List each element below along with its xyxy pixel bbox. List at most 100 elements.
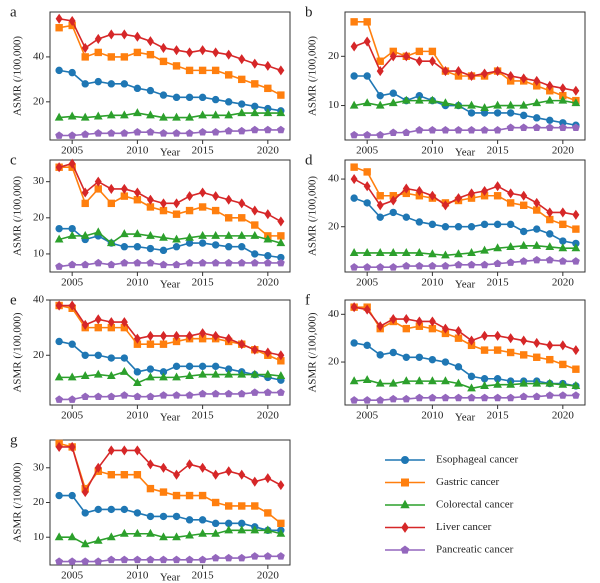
data-point (441, 250, 450, 259)
x-tick-label: 2005 (61, 145, 84, 157)
data-point (546, 80, 554, 91)
data-point (159, 112, 168, 121)
data-point (389, 195, 397, 206)
data-point (68, 395, 77, 403)
data-point (376, 213, 384, 221)
data-point (68, 68, 76, 77)
data-point (133, 509, 142, 517)
data-point (389, 314, 397, 325)
data-point (428, 316, 436, 327)
data-point (133, 84, 142, 93)
data-point (185, 516, 194, 524)
data-point (349, 376, 359, 385)
data-point (94, 323, 102, 332)
data-point (519, 240, 529, 249)
data-point (159, 246, 168, 255)
data-point (402, 261, 411, 270)
series-line (59, 555, 281, 563)
data-point (185, 66, 194, 75)
data-point (454, 363, 463, 371)
data-point (251, 205, 259, 216)
data-point (80, 112, 90, 121)
data-point (402, 324, 411, 333)
data-point (54, 234, 64, 243)
data-point (349, 100, 359, 109)
y-tick-label: 20 (328, 356, 340, 368)
data-point (198, 555, 207, 564)
series-line (59, 446, 282, 495)
data-point (133, 378, 142, 386)
data-point (467, 383, 476, 392)
legend-marker (401, 456, 409, 464)
data-point (533, 75, 541, 86)
data-point (467, 223, 476, 231)
data-point (146, 50, 155, 59)
data-point (81, 53, 89, 61)
data-point (238, 243, 246, 251)
data-point (199, 45, 207, 56)
data-point (133, 333, 141, 344)
x-axis-label: Year (160, 279, 181, 291)
data-point (146, 372, 155, 381)
data-point (172, 512, 181, 521)
data-point (558, 391, 567, 399)
series-line (58, 17, 282, 72)
data-point (350, 174, 358, 185)
data-point (414, 376, 424, 385)
data-point (519, 111, 528, 120)
data-point (363, 199, 371, 207)
x-axis-label: Year (455, 279, 476, 291)
data-point (212, 47, 220, 58)
data-point (54, 532, 64, 541)
data-point (363, 168, 371, 176)
y-axis-label: ASMR (/100,000) (12, 36, 24, 116)
x-tick-label: 2015 (192, 410, 215, 422)
data-point (172, 491, 181, 500)
data-point (454, 393, 463, 402)
data-point (467, 393, 476, 402)
legend-label: Colorectal cancer (436, 499, 514, 511)
data-point (54, 372, 64, 381)
data-point (376, 321, 384, 332)
data-point (494, 181, 502, 192)
data-point (414, 95, 424, 104)
data-point (172, 93, 181, 102)
data-point (146, 86, 155, 95)
data-point (520, 190, 528, 201)
y-tick-label: 20 (328, 220, 340, 232)
data-point (237, 369, 247, 378)
data-point (198, 258, 207, 267)
data-point (120, 555, 129, 564)
data-point (107, 354, 116, 362)
data-point (532, 392, 541, 400)
data-point (481, 330, 489, 341)
series-line (59, 391, 281, 401)
data-point (363, 72, 371, 80)
data-point (67, 230, 77, 239)
data-point (251, 221, 259, 229)
data-point (480, 126, 489, 134)
data-point (146, 244, 155, 253)
data-point (94, 462, 102, 473)
data-point (224, 502, 233, 510)
data-point (264, 347, 272, 358)
data-point (185, 112, 194, 121)
data-point (572, 225, 580, 233)
data-point (93, 369, 103, 378)
data-point (506, 199, 515, 207)
panel-label: f (305, 292, 310, 308)
data-point (211, 498, 220, 507)
data-point (376, 200, 384, 211)
data-point (120, 354, 129, 362)
data-point (81, 487, 89, 498)
data-point (571, 381, 581, 389)
data-point (80, 539, 90, 548)
data-point (198, 239, 207, 247)
data-point (172, 260, 181, 269)
data-point (276, 258, 285, 267)
data-point (199, 328, 207, 339)
data-point (81, 319, 89, 330)
data-point (350, 339, 358, 347)
